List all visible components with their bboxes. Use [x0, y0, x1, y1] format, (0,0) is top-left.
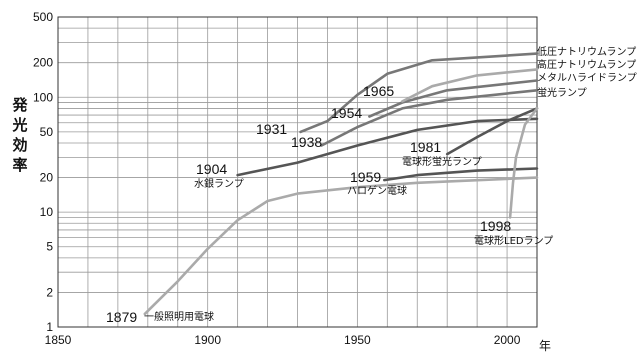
x-tick-label: 1850: [45, 333, 72, 347]
plot-frame: [57, 16, 538, 328]
x-axis-label: 年: [539, 339, 551, 352]
series-name-label: 水銀ランプ: [194, 177, 244, 190]
series-line: [508, 107, 539, 219]
series-line: [143, 176, 539, 316]
series-name-label: 高圧ナトリウムランプ: [537, 58, 636, 71]
y-tick-label: 20: [40, 171, 54, 185]
series-lines: [143, 52, 539, 316]
y-tick-label: 2: [46, 285, 53, 299]
grid-lines: [57, 16, 538, 328]
y-axis-label: 発光効率: [11, 96, 28, 174]
series-name-label: 一般照明用電球: [144, 310, 214, 323]
y-tick-label: 50: [40, 125, 54, 139]
x-tick-label: 2000: [494, 333, 521, 347]
series-year-label: 1879: [106, 309, 137, 325]
series-line: [382, 167, 539, 182]
series-year-label: 1959: [350, 169, 381, 185]
x-tick-label: 1950: [344, 333, 371, 347]
series-year-label: 1904: [196, 161, 227, 177]
y-tick-label: 5: [46, 240, 53, 254]
series-name-label: メタルハライドランプ: [537, 72, 637, 84]
y-tick-label: 100: [33, 90, 53, 104]
series-line: [236, 117, 539, 177]
y-tick-label: 200: [33, 56, 53, 70]
series-year-label: 1965: [363, 83, 394, 99]
tick-labels: 1 2 5 10 20 50 100 200 500 1850 1900 1950 2000: [33, 10, 521, 347]
series-name-label: 電球形LEDランプ: [474, 234, 553, 247]
y-tick-label: 10: [40, 205, 54, 219]
series-year-label: 1954: [331, 105, 362, 121]
series-year-label: 1931: [256, 121, 287, 137]
series-line: [368, 79, 539, 118]
series-name-label: 低圧ナトリウムランプ: [537, 45, 636, 58]
series-year-label: 1998: [480, 218, 511, 234]
y-tick-label: 1: [46, 320, 53, 334]
y-tick-label: 500: [33, 10, 53, 24]
series-line: [400, 68, 539, 103]
series-line: [320, 89, 539, 147]
series-year-label: 1981: [410, 139, 441, 155]
series-line: [299, 52, 539, 134]
series-name-label: 蛍光ランプ: [537, 86, 587, 99]
x-tick-label: 1900: [194, 333, 221, 347]
series-year-label: 1938: [291, 134, 322, 150]
series-name-label: 電球形蛍光ランプ: [402, 155, 482, 168]
series-line: [445, 107, 539, 156]
series-name-label: ハロゲン電球: [347, 184, 407, 197]
